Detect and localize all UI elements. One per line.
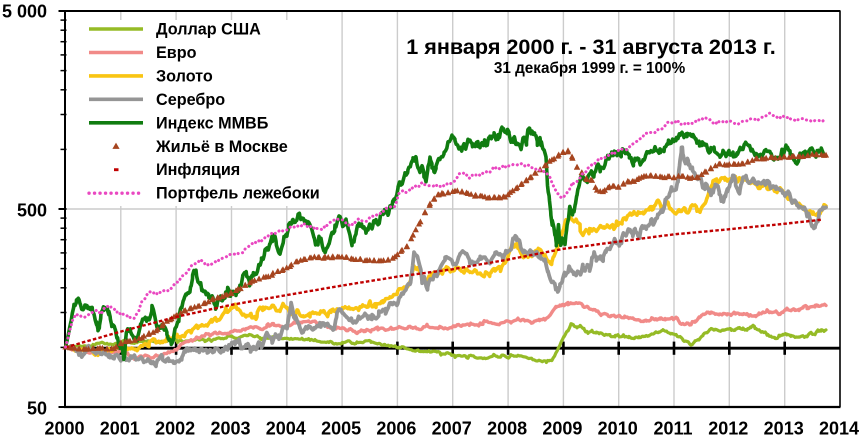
svg-text:31 декабря 1999 г. = 100%: 31 декабря 1999 г. = 100% xyxy=(494,60,686,77)
svg-text:1 января 2000 г. - 31 августа: 1 января 2000 г. - 31 августа 2013 г. xyxy=(406,34,775,59)
svg-text:2002: 2002 xyxy=(155,419,195,439)
svg-text:Индекс ММВБ: Индекс ММВБ xyxy=(156,114,269,132)
svg-text:2013: 2013 xyxy=(764,419,804,439)
svg-text:500: 500 xyxy=(17,200,47,220)
svg-text:2000: 2000 xyxy=(44,419,84,439)
svg-text:2008: 2008 xyxy=(487,419,527,439)
svg-text:2010: 2010 xyxy=(598,419,638,439)
svg-text:Золото: Золото xyxy=(156,67,213,85)
svg-text:Портфель лежебоки: Портфель лежебоки xyxy=(156,185,320,203)
svg-text:2014: 2014 xyxy=(819,419,859,439)
svg-text:2007: 2007 xyxy=(432,419,472,439)
svg-text:Доллар США: Доллар США xyxy=(156,21,261,39)
svg-text:2009: 2009 xyxy=(542,419,582,439)
svg-text:2004: 2004 xyxy=(266,419,306,439)
svg-text:2001: 2001 xyxy=(100,419,140,439)
svg-text:50: 50 xyxy=(27,398,47,418)
svg-text:Серебро: Серебро xyxy=(156,91,225,109)
svg-text:5 000: 5 000 xyxy=(2,1,47,21)
svg-text:2011: 2011 xyxy=(653,419,692,439)
svg-text:2012: 2012 xyxy=(708,419,748,439)
svg-text:2005: 2005 xyxy=(321,419,361,439)
svg-text:Евро: Евро xyxy=(156,44,197,62)
svg-text:2006: 2006 xyxy=(376,419,416,439)
svg-text:Инфляция: Инфляция xyxy=(156,161,240,179)
svg-text:Жильё в Москве: Жильё в Москве xyxy=(155,138,288,156)
svg-text:2003: 2003 xyxy=(210,419,250,439)
